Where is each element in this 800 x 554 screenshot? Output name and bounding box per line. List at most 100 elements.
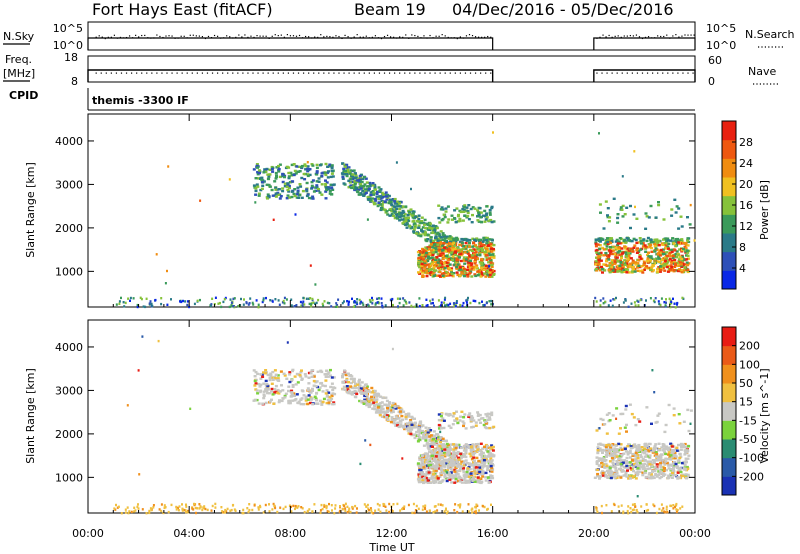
echo-cell bbox=[184, 300, 187, 303]
echo-cell bbox=[605, 237, 609, 240]
echo-cell bbox=[422, 253, 426, 256]
echo-cell bbox=[396, 297, 399, 300]
echo-cell bbox=[354, 304, 357, 308]
echo-cell bbox=[354, 386, 358, 390]
echo-cell bbox=[353, 188, 357, 192]
echo-cell bbox=[457, 268, 461, 272]
echo-cell bbox=[451, 459, 455, 463]
echo-cell bbox=[273, 391, 277, 394]
echo-cell bbox=[325, 188, 329, 192]
colorbar-swatch bbox=[722, 177, 736, 197]
echo-cell bbox=[261, 184, 265, 187]
echo-cell bbox=[431, 246, 435, 249]
echo-cell bbox=[488, 244, 492, 248]
echo-cell bbox=[350, 186, 354, 190]
echo-cell bbox=[341, 177, 345, 180]
echo-cell bbox=[115, 303, 118, 306]
echo-cell bbox=[390, 214, 394, 217]
echo-cell bbox=[466, 444, 470, 447]
echo-cell bbox=[438, 445, 442, 448]
echo-cell bbox=[483, 419, 487, 422]
echo-cell bbox=[448, 263, 452, 266]
echo-cell bbox=[381, 396, 385, 400]
echo-cell bbox=[421, 230, 425, 233]
echo-cell bbox=[435, 242, 439, 245]
echo-cell bbox=[646, 467, 650, 471]
echo-cell bbox=[352, 169, 356, 172]
nsearch-dot bbox=[356, 34, 358, 36]
echo-cell bbox=[489, 464, 493, 468]
echo-cell bbox=[488, 418, 492, 421]
echo-cell bbox=[485, 242, 489, 245]
echo-cell bbox=[410, 214, 414, 217]
nsky-tick-bottom: 10^0 bbox=[53, 39, 83, 52]
echo-cell bbox=[452, 412, 456, 415]
echo-cell bbox=[417, 435, 421, 438]
echo-cell bbox=[373, 407, 377, 411]
echo-cell bbox=[618, 242, 622, 245]
nave-dot bbox=[242, 72, 244, 74]
echo-cell bbox=[610, 252, 614, 256]
echo-cell bbox=[455, 238, 459, 241]
echo-cell bbox=[431, 231, 435, 235]
echo-cell bbox=[401, 222, 405, 225]
echo-cell bbox=[451, 258, 454, 262]
echo-cell bbox=[452, 452, 456, 455]
nsearch-dot bbox=[596, 37, 598, 39]
echo-cell bbox=[317, 189, 321, 192]
echo-cell bbox=[458, 274, 462, 277]
echo-cell bbox=[441, 455, 445, 459]
echo-cell bbox=[436, 232, 440, 235]
echo-cell bbox=[313, 395, 317, 398]
echo-cell bbox=[426, 233, 430, 236]
echo-cell bbox=[452, 450, 456, 453]
echo-cell bbox=[297, 401, 301, 405]
echo-cell bbox=[626, 469, 629, 472]
nave-dot bbox=[353, 72, 355, 74]
colorbar-tick-label: 12 bbox=[739, 220, 753, 233]
echo-cell bbox=[462, 460, 466, 463]
nsearch-dot bbox=[690, 34, 692, 36]
echo-cell bbox=[129, 299, 131, 302]
nsearch-dot bbox=[253, 36, 255, 38]
echo-cell bbox=[630, 270, 634, 273]
echo-cell bbox=[389, 198, 393, 201]
echo-cell bbox=[489, 460, 493, 463]
echo-cell bbox=[616, 213, 620, 216]
echo-cell bbox=[625, 460, 628, 463]
echo-cell bbox=[300, 196, 304, 199]
nsky-tick-top: 10^5 bbox=[53, 22, 83, 35]
echo-cell bbox=[373, 197, 377, 201]
echo-cell bbox=[411, 220, 415, 223]
echo-cell bbox=[625, 206, 629, 209]
freq-line-1 bbox=[593, 69, 696, 82]
echo-cell bbox=[436, 239, 440, 242]
echo-cell bbox=[441, 462, 445, 465]
echo-cell bbox=[687, 257, 690, 260]
echo-cell bbox=[142, 305, 145, 308]
echo-cell bbox=[611, 246, 615, 249]
echo-cell bbox=[464, 427, 468, 430]
echo-cell bbox=[419, 261, 423, 264]
echo-cell bbox=[490, 239, 494, 242]
echo-cell bbox=[448, 248, 452, 251]
echo-cell bbox=[473, 238, 477, 241]
echo-cell bbox=[598, 132, 600, 135]
echo-cell bbox=[434, 269, 438, 272]
echo-cell bbox=[379, 406, 383, 410]
echo-cell bbox=[385, 198, 389, 201]
nsearch-dot bbox=[156, 34, 158, 36]
nave-dot bbox=[323, 72, 325, 74]
echo-cell bbox=[466, 467, 470, 470]
echo-cell bbox=[375, 398, 379, 401]
nave-dot bbox=[611, 72, 613, 74]
echo-cell bbox=[657, 473, 661, 477]
echo-cell bbox=[657, 244, 661, 247]
echo-cell bbox=[373, 399, 377, 403]
echo-cell bbox=[308, 173, 312, 177]
echo-cell bbox=[426, 272, 430, 275]
echo-cell bbox=[144, 305, 147, 309]
echo-cell bbox=[631, 250, 635, 253]
echo-cell bbox=[434, 469, 438, 472]
echo-cell bbox=[479, 421, 482, 424]
